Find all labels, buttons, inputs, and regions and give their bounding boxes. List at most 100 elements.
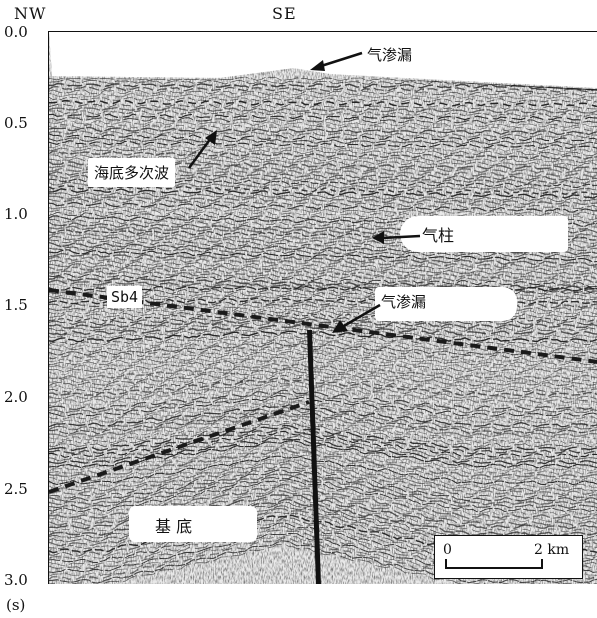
reflector-line: [49, 392, 597, 414]
reflector-line: [49, 389, 597, 411]
reflector-line: [49, 317, 597, 329]
arrow-icon: [187, 130, 217, 169]
callout-text: 气渗漏: [367, 46, 413, 64]
scale-bar-start: 0: [443, 542, 452, 558]
horizon-line: [49, 400, 310, 494]
reflector-line: [49, 249, 597, 263]
reflector-line: [49, 362, 597, 380]
reflector-line: [49, 103, 597, 111]
reflector-line: [49, 150, 597, 160]
reflector-line: [49, 460, 597, 492]
reflector-line: [49, 440, 597, 469]
reflector-line: [49, 402, 597, 424]
reflector-line: [49, 336, 597, 349]
reflector-line: [49, 383, 597, 404]
reflector-line: [49, 475, 597, 509]
reflector-line: [49, 327, 597, 339]
reflector-line: [49, 469, 597, 502]
reflector-line: [49, 540, 597, 584]
reflector-line: [49, 144, 597, 153]
callout-text: 海底多次波: [94, 164, 170, 182]
reflector-line: [49, 377, 597, 397]
reflector-line: [49, 413, 597, 438]
reflector-line: [49, 113, 597, 121]
reflector-line: [49, 79, 597, 91]
direction-label-se: SE: [272, 4, 297, 23]
reflector-line: [49, 147, 597, 156]
callout-gas-seep-top: 气渗漏: [363, 42, 417, 67]
reflector-line: [49, 353, 597, 370]
reflector-line: [49, 419, 597, 444]
reflector-line: [49, 330, 597, 343]
reflector-line: [49, 395, 597, 417]
reflector-line: [49, 198, 597, 209]
reflector-line: [49, 380, 597, 400]
reflector-line: [49, 164, 597, 174]
y-tick-label: 2.5: [4, 480, 28, 498]
reflector-line: [49, 368, 597, 387]
reflector-line: [49, 315, 597, 326]
callout-multiple: 海底多次波: [88, 158, 176, 187]
reflector-line: [49, 463, 597, 496]
y-tick-label: 2.0: [4, 388, 28, 406]
reflector-line: [49, 437, 597, 465]
reflector-line: [49, 443, 597, 472]
reflector-line: [49, 360, 597, 376]
y-tick-label: 0.5: [4, 114, 28, 132]
reflector-line: [49, 154, 597, 164]
reflector-line: [49, 282, 597, 288]
reflector-line: [49, 126, 597, 136]
reflector-line: [49, 447, 597, 479]
callout-gas-chimney: 气柱: [400, 216, 568, 252]
reflector-line: [49, 93, 597, 100]
reflector-line: [49, 404, 597, 428]
reflector-line: [49, 451, 597, 482]
y-tick-label: 1.0: [4, 205, 28, 223]
reflector-line: [49, 99, 597, 108]
reflector-line: [49, 367, 597, 383]
label-basement: 基 底: [129, 506, 257, 542]
reflector-line: [49, 357, 597, 373]
reflector-line: [49, 259, 597, 273]
reflector-line: [49, 263, 597, 276]
y-tick-label: 0.0: [4, 23, 28, 41]
reflector-line: [49, 526, 597, 567]
reflector-line: [49, 333, 597, 346]
reflector-line: [49, 519, 597, 560]
arrow-icon: [332, 303, 381, 333]
reflector-line: [49, 458, 597, 489]
reflector-line: [49, 422, 597, 448]
reflector-line: [49, 117, 597, 124]
reflector-line: [49, 466, 597, 499]
reflector-line: [49, 205, 597, 216]
reflector-line: [49, 416, 597, 441]
reflector-line: [49, 424, 597, 452]
scale-bar-tick: [541, 559, 543, 568]
reflector-line: [49, 409, 597, 435]
reflector-line: [49, 140, 597, 149]
reflector-line: [49, 246, 597, 259]
reflector-line: [49, 195, 597, 206]
reflector-line: [49, 106, 597, 114]
callout-text: 气柱: [422, 226, 455, 245]
direction-label-nw: NW: [14, 4, 47, 23]
reflector-line: [49, 123, 597, 132]
reflector-line: [49, 455, 597, 486]
arrow-icon: [372, 231, 421, 244]
reflector-line: [49, 430, 597, 458]
reflector-line: [49, 97, 597, 103]
reflector-line: [49, 348, 597, 363]
y-tick-label: 3.0: [4, 571, 28, 589]
reflector-line: [49, 184, 597, 195]
reflector-line: [49, 110, 597, 118]
reflector-line: [49, 192, 597, 203]
scale-bar: 0 2 km: [434, 535, 583, 579]
reflector-line: [49, 89, 597, 97]
y-tick-label: 1.5: [4, 296, 28, 314]
y-axis-unit: (s): [6, 596, 26, 614]
callout-text: 基 底: [155, 517, 193, 536]
callout-gas-seep-mid: 气渗漏: [375, 287, 517, 321]
scale-bar-end: 2 km: [534, 542, 570, 558]
reflector-line: [49, 434, 597, 462]
reflector-line: [49, 386, 597, 407]
